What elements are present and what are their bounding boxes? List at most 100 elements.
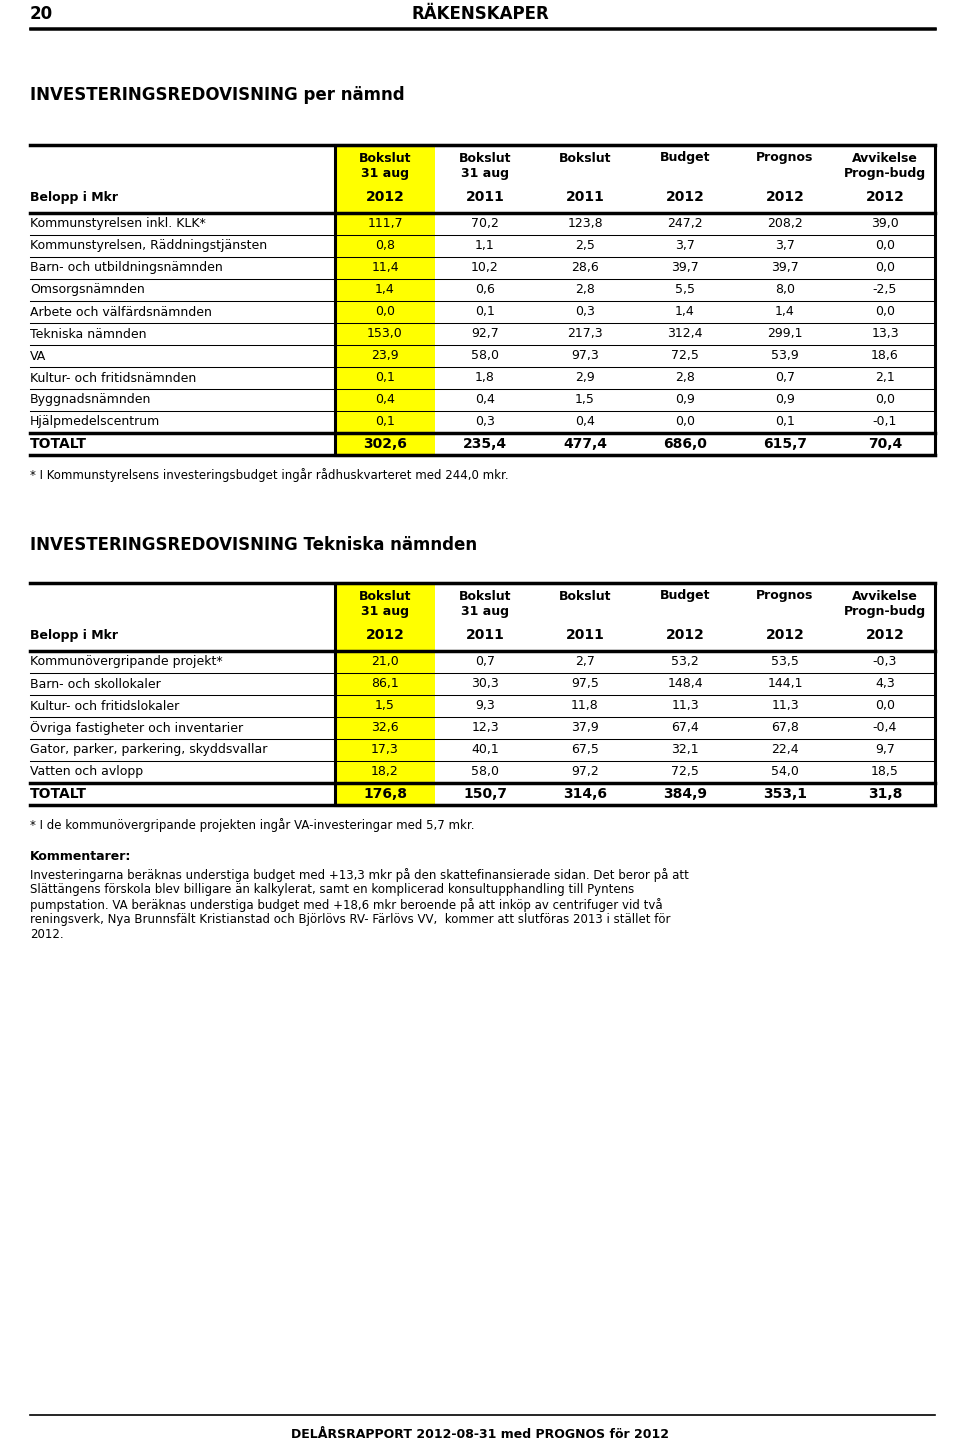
- Text: 72,5: 72,5: [671, 766, 699, 779]
- Text: 53,5: 53,5: [771, 655, 799, 668]
- Text: 0,4: 0,4: [475, 394, 495, 407]
- Text: 0,0: 0,0: [375, 305, 395, 318]
- Text: 97,3: 97,3: [571, 350, 599, 362]
- Text: 0,0: 0,0: [875, 305, 895, 318]
- Text: Kultur- och fritidsnämnden: Kultur- och fritidsnämnden: [30, 372, 196, 385]
- Text: 0,8: 0,8: [375, 240, 395, 253]
- Text: Budget: Budget: [660, 151, 710, 164]
- Text: 67,8: 67,8: [771, 722, 799, 735]
- Text: 53,9: 53,9: [771, 350, 799, 362]
- Text: 2,7: 2,7: [575, 655, 595, 668]
- Text: 86,1: 86,1: [372, 677, 398, 690]
- Text: 1,4: 1,4: [775, 305, 795, 318]
- Text: Avvikelse: Avvikelse: [852, 590, 918, 603]
- Text: 23,9: 23,9: [372, 350, 398, 362]
- Text: 32,1: 32,1: [671, 744, 699, 757]
- Text: 97,5: 97,5: [571, 677, 599, 690]
- Bar: [335, 583, 435, 805]
- Text: Kommunövergripande projekt*: Kommunövergripande projekt*: [30, 655, 223, 668]
- Bar: [335, 145, 935, 455]
- Text: 0,1: 0,1: [475, 305, 495, 318]
- Text: 477,4: 477,4: [563, 437, 607, 450]
- Text: 31 aug: 31 aug: [461, 604, 509, 618]
- Text: Gator, parker, parkering, skyddsvallar: Gator, parker, parkering, skyddsvallar: [30, 744, 268, 757]
- Bar: [335, 145, 435, 455]
- Text: 144,1: 144,1: [767, 677, 803, 690]
- Text: 70,2: 70,2: [471, 218, 499, 231]
- Text: Belopp i Mkr: Belopp i Mkr: [30, 629, 118, 642]
- Text: 0,0: 0,0: [875, 240, 895, 253]
- Text: * I de kommunövergripande projekten ingår VA-investeringar med 5,7 mkr.: * I de kommunövergripande projekten ingå…: [30, 818, 474, 833]
- Text: 384,9: 384,9: [663, 788, 707, 801]
- Text: 58,0: 58,0: [471, 350, 499, 362]
- Text: 39,7: 39,7: [671, 262, 699, 275]
- Bar: [335, 583, 935, 805]
- Text: 0,0: 0,0: [875, 699, 895, 712]
- Text: 2012: 2012: [665, 190, 705, 203]
- Text: Övriga fastigheter och inventarier: Övriga fastigheter och inventarier: [30, 721, 243, 735]
- Text: 176,8: 176,8: [363, 788, 407, 801]
- Text: 686,0: 686,0: [663, 437, 707, 450]
- Text: Kultur- och fritidslokaler: Kultur- och fritidslokaler: [30, 699, 180, 712]
- Text: 148,4: 148,4: [667, 677, 703, 690]
- Text: Progn-budg: Progn-budg: [844, 604, 926, 618]
- Text: 0,7: 0,7: [775, 372, 795, 385]
- Text: 72,5: 72,5: [671, 350, 699, 362]
- Text: 70,4: 70,4: [868, 437, 902, 450]
- Text: INVESTERINGSREDOVISNING per nämnd: INVESTERINGSREDOVISNING per nämnd: [30, 86, 404, 105]
- Text: 1,5: 1,5: [575, 394, 595, 407]
- Text: 18,2: 18,2: [372, 766, 398, 779]
- Text: 0,4: 0,4: [575, 416, 595, 429]
- Text: 67,4: 67,4: [671, 722, 699, 735]
- Text: 30,3: 30,3: [471, 677, 499, 690]
- Text: Kommunstyrelsen, Räddningstjänsten: Kommunstyrelsen, Räddningstjänsten: [30, 240, 267, 253]
- Text: 1,4: 1,4: [675, 305, 695, 318]
- Text: 31 aug: 31 aug: [461, 167, 509, 180]
- Text: Barn- och utbildningsnämnden: Barn- och utbildningsnämnden: [30, 262, 223, 275]
- Text: 39,0: 39,0: [871, 218, 899, 231]
- Text: 8,0: 8,0: [775, 283, 795, 296]
- Text: 2012: 2012: [765, 628, 804, 642]
- Text: 18,6: 18,6: [871, 350, 899, 362]
- Text: 0,9: 0,9: [775, 394, 795, 407]
- Text: Bokslut: Bokslut: [559, 151, 612, 164]
- Text: Hjälpmedelscentrum: Hjälpmedelscentrum: [30, 416, 160, 429]
- Text: 0,3: 0,3: [475, 416, 495, 429]
- Text: INVESTERINGSREDOVISNING Tekniska nämnden: INVESTERINGSREDOVISNING Tekniska nämnden: [30, 536, 477, 554]
- Text: Bokslut: Bokslut: [559, 590, 612, 603]
- Text: 217,3: 217,3: [567, 327, 603, 340]
- Text: 123,8: 123,8: [567, 218, 603, 231]
- Text: 0,0: 0,0: [875, 262, 895, 275]
- Text: 314,6: 314,6: [563, 788, 607, 801]
- Text: 22,4: 22,4: [771, 744, 799, 757]
- Text: 2,8: 2,8: [675, 372, 695, 385]
- Text: 3,7: 3,7: [675, 240, 695, 253]
- Text: VA: VA: [30, 350, 46, 362]
- Text: 2011: 2011: [466, 190, 504, 203]
- Text: Kommentarer:: Kommentarer:: [30, 850, 132, 863]
- Text: 235,4: 235,4: [463, 437, 507, 450]
- Text: Bokslut: Bokslut: [359, 151, 411, 164]
- Text: 97,2: 97,2: [571, 766, 599, 779]
- Text: 2011: 2011: [466, 628, 504, 642]
- Text: 11,8: 11,8: [571, 699, 599, 712]
- Text: 2012: 2012: [366, 190, 404, 203]
- Text: 2011: 2011: [565, 190, 605, 203]
- Text: 0,0: 0,0: [675, 416, 695, 429]
- Text: 31 aug: 31 aug: [361, 604, 409, 618]
- Text: 54,0: 54,0: [771, 766, 799, 779]
- Text: 37,9: 37,9: [571, 722, 599, 735]
- Text: 0,1: 0,1: [375, 372, 395, 385]
- Text: 2012: 2012: [866, 628, 904, 642]
- Text: Barn- och skollokaler: Barn- och skollokaler: [30, 677, 160, 690]
- Text: Prognos: Prognos: [756, 590, 814, 603]
- Text: 0,6: 0,6: [475, 283, 495, 296]
- Text: 615,7: 615,7: [763, 437, 807, 450]
- Text: 1,1: 1,1: [475, 240, 494, 253]
- Text: TOTALT: TOTALT: [30, 788, 87, 801]
- Text: * I Kommunstyrelsens investeringsbudget ingår rådhuskvarteret med 244,0 mkr.: * I Kommunstyrelsens investeringsbudget …: [30, 468, 509, 482]
- Text: 208,2: 208,2: [767, 218, 803, 231]
- Text: 0,9: 0,9: [675, 394, 695, 407]
- Text: 11,4: 11,4: [372, 262, 398, 275]
- Text: RÄKENSKAPER: RÄKENSKAPER: [411, 4, 549, 23]
